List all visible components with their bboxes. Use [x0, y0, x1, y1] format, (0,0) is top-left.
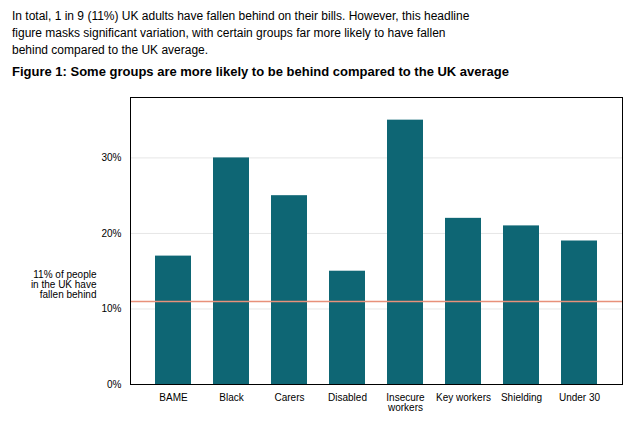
svg-text:Carers: Carers	[274, 392, 304, 403]
svg-text:30%: 30%	[101, 152, 121, 163]
html-text:In total, 1 in 9 (11%) UK adul: In total, 1 in 9 (11%) UK adults have fa…	[12, 9, 470, 57]
svg-text:20%: 20%	[101, 228, 121, 239]
svg-text:0%: 0%	[107, 379, 122, 390]
svg-text:Disabled: Disabled	[328, 392, 367, 403]
svg-text:Under 30: Under 30	[559, 392, 601, 403]
svg-text:11% of peoplein the UK havefal: 11% of peoplein the UK havefallen behind	[31, 269, 97, 300]
svg-text:Shielding: Shielding	[501, 392, 542, 403]
svg-text:Key workers: Key workers	[436, 392, 491, 403]
svg-text:Black: Black	[219, 392, 244, 403]
html-text:Figure 1: Some groups are more: Figure 1: Some groups are more likely to…	[12, 64, 509, 79]
svg-text:10%: 10%	[101, 303, 121, 314]
svg-text:Insecureworkers: Insecureworkers	[386, 392, 425, 413]
svg-text:BAME: BAME	[159, 392, 188, 403]
